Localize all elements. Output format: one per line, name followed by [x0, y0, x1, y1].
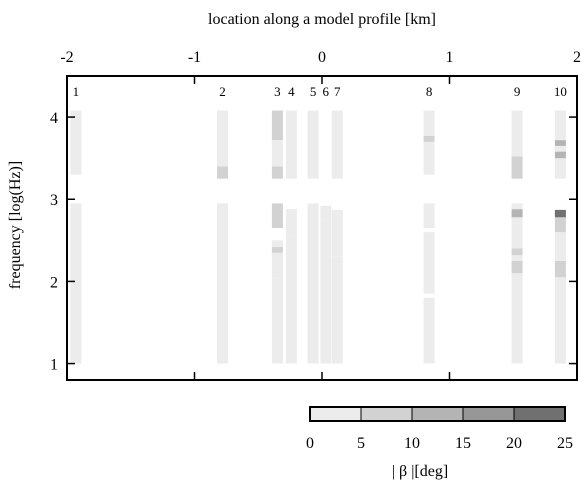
- colorbar-bin-0: [309, 406, 362, 422]
- colorbar-tick-label: 25: [557, 435, 573, 452]
- station-label-10: 10: [554, 84, 567, 99]
- cell-station-10-0: [554, 277, 566, 364]
- y-tick-label: 2: [50, 274, 58, 291]
- station-label-5: 5: [310, 84, 317, 99]
- colorbar-bin-1: [360, 406, 413, 422]
- x-axis-label: location along a model profile [km]: [208, 11, 436, 28]
- cell-station-8-0: [423, 297, 435, 364]
- x-tick-label: -1: [188, 49, 201, 66]
- cell-station-10-5: [554, 209, 566, 218]
- cell-station-9-6: [511, 203, 523, 210]
- colorbar-tick-label: 10: [404, 435, 420, 452]
- cell-station-3-5: [271, 166, 283, 179]
- cell-station-2-3: [217, 110, 228, 167]
- y-tick-label: 4: [50, 110, 58, 127]
- y-tick-label: 3: [50, 192, 58, 209]
- cell-station-9-4: [511, 217, 523, 249]
- cell-station-6-1: [320, 205, 332, 220]
- cell-station-1-0: [70, 232, 82, 364]
- cell-station-9-2: [511, 255, 523, 261]
- cell-station-10-9: [554, 140, 566, 146]
- cell-station-4-0: [285, 236, 297, 364]
- y-tick-label: 1: [50, 357, 58, 374]
- cell-station-2-2: [217, 166, 228, 179]
- cell-station-2-1: [217, 203, 228, 237]
- colorbar-tick-label: 15: [455, 435, 471, 452]
- station-label-3: 3: [274, 84, 281, 99]
- cell-station-3-6: [271, 140, 283, 167]
- cell-station-8-5: [423, 110, 435, 136]
- cell-station-7-2: [331, 110, 343, 179]
- cell-station-10-8: [554, 145, 566, 152]
- cell-station-1-1: [70, 203, 82, 233]
- colorbar: 0 5 10 15 20 25: [306, 406, 573, 452]
- cell-station-3-7: [271, 110, 283, 141]
- x-tick-label: 1: [446, 49, 454, 66]
- cell-station-10-1: [554, 260, 566, 278]
- cell-station-6-0: [320, 219, 332, 364]
- x-tick-label: 0: [318, 49, 326, 66]
- cell-station-3-0: [271, 277, 283, 364]
- cell-station-7-1: [331, 209, 343, 257]
- cell-station-9-3: [511, 248, 523, 256]
- cell-station-10-3: [554, 228, 566, 233]
- cell-station-1-2: [70, 110, 82, 175]
- cell-station-9-9: [511, 110, 523, 157]
- cell-station-8-2: [423, 203, 435, 228]
- x-tick-label: 2: [573, 49, 581, 66]
- cell-station-9-8: [511, 156, 523, 168]
- colorbar-bin-3: [462, 406, 515, 422]
- cell-station-10-10: [554, 110, 566, 141]
- y-axis-label: frequency [log(Hz)]: [7, 161, 24, 289]
- colorbar-bin-2: [411, 406, 464, 422]
- cell-station-9-7: [511, 168, 523, 179]
- colorbar-bin-4: [513, 406, 566, 422]
- heatmap-cells: [70, 110, 566, 364]
- x-ticks: -2 -1 0 1 2: [60, 49, 581, 380]
- colorbar-frame: [309, 406, 566, 422]
- cell-station-3-2: [271, 246, 283, 253]
- station-label-6: 6: [323, 84, 330, 99]
- cell-station-10-7: [554, 151, 566, 159]
- cell-station-4-1: [285, 209, 297, 237]
- cell-station-8-4: [423, 136, 435, 142]
- cell-station-10-4: [554, 217, 566, 228]
- station-label-2: 2: [219, 84, 226, 99]
- cell-station-9-1: [511, 260, 523, 274]
- station-labels: 1 2 3 4 5 6 7 8 9 10: [73, 84, 567, 99]
- cell-station-9-5: [511, 209, 523, 218]
- x-tick-label: -2: [60, 49, 73, 66]
- colorbar-tick-label: 20: [506, 435, 522, 452]
- cell-station-3-4: [271, 203, 283, 228]
- station-label-8: 8: [426, 84, 433, 99]
- colorbar-tick-label: 5: [357, 435, 365, 452]
- station-label-1: 1: [73, 84, 80, 99]
- cell-station-7-0: [331, 256, 343, 364]
- colorbar-tick-label: 0: [306, 435, 314, 452]
- y-ticks: 1 2 3 4: [50, 110, 577, 374]
- cell-station-5-0: [307, 203, 319, 364]
- station-label-7: 7: [334, 84, 341, 99]
- cell-station-5-1: [307, 110, 319, 179]
- cell-station-3-3: [271, 240, 283, 247]
- cell-station-4-2: [285, 110, 297, 179]
- cell-station-2-0: [217, 236, 228, 364]
- station-label-9: 9: [514, 84, 521, 99]
- cell-station-10-6: [554, 158, 566, 179]
- cell-station-9-0: [511, 273, 523, 364]
- cell-station-8-1: [423, 232, 435, 294]
- cell-station-3-1: [271, 252, 283, 278]
- colorbar-label: | β |[deg]: [392, 463, 448, 480]
- cell-station-10-2: [554, 232, 566, 261]
- cell-station-8-3: [423, 141, 435, 175]
- station-label-4: 4: [288, 84, 295, 99]
